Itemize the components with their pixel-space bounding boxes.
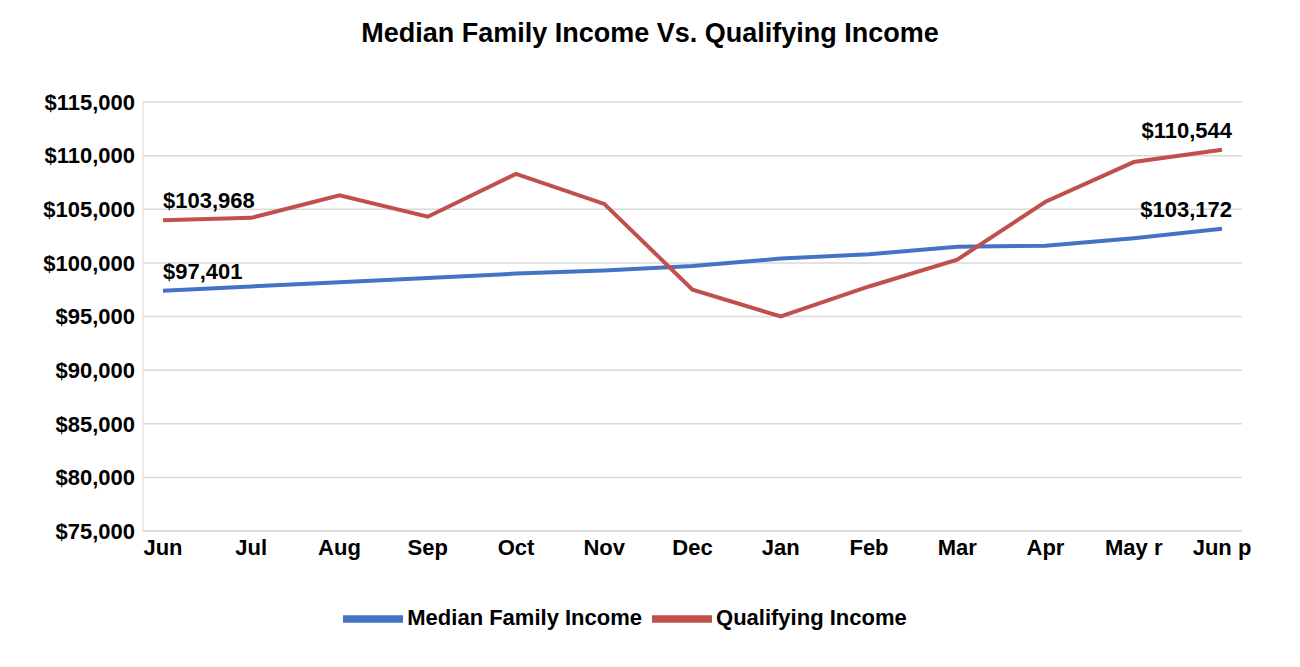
svg-text:$95,000: $95,000 [55, 304, 135, 329]
svg-text:$75,000: $75,000 [55, 519, 135, 544]
svg-text:$103,968: $103,968 [163, 188, 255, 213]
svg-text:Sep: Sep [408, 535, 448, 560]
svg-text:$97,401: $97,401 [163, 259, 243, 284]
html-text:Median Family Income Vs. Quali: Median Family Income Vs. Qualifying Inco… [361, 18, 939, 48]
svg-text:Jan: Jan [762, 535, 800, 560]
svg-text:$110,000: $110,000 [44, 143, 135, 168]
svg-text:Feb: Feb [849, 535, 888, 560]
html-text:Qualifying Income: Qualifying Income [716, 604, 907, 630]
svg-text:$80,000: $80,000 [55, 465, 135, 490]
svg-text:$110,544: $110,544 [1141, 118, 1232, 143]
svg-text:$105,000: $105,000 [43, 197, 135, 222]
html-text:Median Family Income: Median Family Income [407, 604, 642, 630]
svg-text:May r: May r [1105, 535, 1163, 560]
svg-text:Oct: Oct [498, 535, 535, 560]
svg-text:$85,000: $85,000 [55, 412, 135, 437]
svg-text:Jun p: Jun p [1193, 535, 1252, 560]
svg-text:$100,000: $100,000 [43, 251, 135, 276]
svg-text:Jun: Jun [143, 535, 182, 560]
svg-text:$90,000: $90,000 [55, 358, 135, 383]
svg-text:$115,000: $115,000 [44, 90, 135, 115]
svg-text:Mar: Mar [938, 535, 978, 560]
svg-text:Dec: Dec [672, 535, 712, 560]
svg-text:$103,172: $103,172 [1140, 197, 1232, 222]
svg-text:Nov: Nov [583, 535, 625, 560]
svg-text:Jul: Jul [235, 535, 267, 560]
svg-text:Aug: Aug [318, 535, 361, 560]
svg-text:Apr: Apr [1027, 535, 1065, 560]
